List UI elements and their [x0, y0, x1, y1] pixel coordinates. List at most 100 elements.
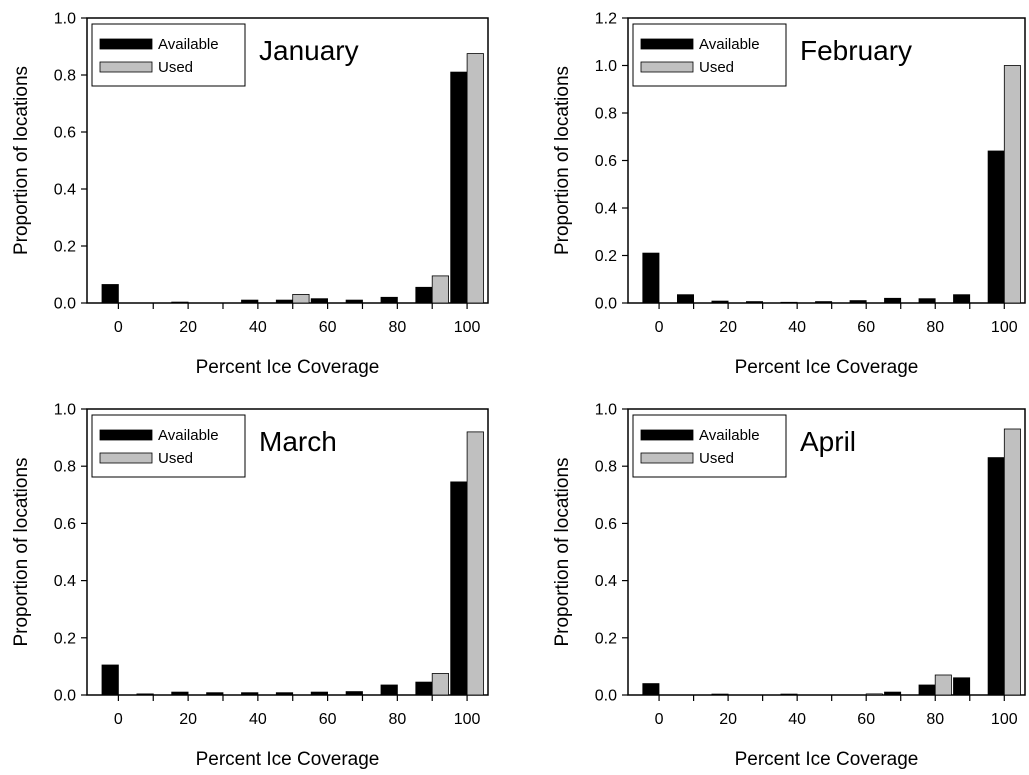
y-tick-label: 0.2 [595, 630, 617, 647]
y-tick-label: 0.8 [54, 459, 76, 476]
x-axis-label: Percent Ice Coverage [196, 357, 380, 378]
legend-label-available: Available [158, 36, 219, 53]
bar-available-30 [746, 301, 764, 304]
x-tick-label: 0 [655, 711, 664, 728]
y-tick-label: 0.6 [595, 516, 617, 533]
bar-available-20 [171, 301, 189, 304]
bar-available-50 [275, 299, 294, 304]
x-tick-label: 100 [454, 319, 481, 336]
y-tick-label: 0.0 [54, 296, 76, 313]
bar-available-30 [206, 692, 224, 696]
y-tick-label: 0.0 [595, 688, 617, 705]
bar-available-70 [345, 299, 363, 304]
y-tick-label: 0.4 [54, 573, 76, 590]
bar-available-80 [918, 684, 936, 696]
x-tick-label: 20 [719, 319, 737, 336]
bar-available-0 [101, 284, 119, 304]
y-tick-label: 0.0 [595, 296, 617, 313]
legend-swatch-available [99, 429, 153, 441]
bar-used-100 [1003, 65, 1021, 304]
month-annotation: February [800, 35, 912, 66]
bar-available-20 [711, 300, 729, 304]
plot-frame [627, 408, 1026, 696]
y-tick-label: 0.0 [54, 688, 76, 705]
bar-available-20 [171, 691, 189, 696]
bar-available-100 [450, 481, 468, 696]
bar-available-100 [987, 457, 1005, 696]
x-tick-label: 60 [857, 319, 875, 336]
y-tick-label: 1.0 [595, 402, 617, 419]
bar-used-90 [431, 673, 450, 696]
x-tick-label: 40 [788, 319, 806, 336]
y-tick-label: 0.8 [54, 68, 76, 85]
bar-available-90 [415, 681, 433, 696]
bar-available-100 [450, 71, 468, 304]
x-tick-label: 20 [719, 711, 737, 728]
legend-swatch-available [99, 38, 153, 50]
y-tick-label: 0.6 [595, 153, 617, 170]
y-tick-label: 1.2 [595, 11, 617, 28]
bar-available-100 [987, 150, 1005, 304]
y-tick-label: 0.2 [54, 630, 76, 647]
legend-swatch-used [640, 61, 694, 73]
bar-used-50 [292, 293, 310, 304]
x-tick-label: 20 [179, 711, 197, 728]
legend-label-used: Used [158, 59, 193, 76]
x-tick-label: 60 [319, 319, 337, 336]
bar-available-0 [101, 664, 119, 696]
x-tick-label: 60 [857, 711, 875, 728]
bar-available-70 [345, 691, 363, 696]
bar-available-20 [711, 693, 729, 696]
y-tick-label: 0.2 [54, 239, 76, 256]
legend-swatch-used [640, 452, 694, 464]
legend-label-available: Available [699, 36, 760, 53]
month-annotation: January [259, 35, 359, 66]
x-tick-label: 40 [249, 711, 267, 728]
bar-available-40 [241, 299, 259, 304]
y-tick-label: 0.8 [595, 459, 617, 476]
bar-available-70 [884, 297, 902, 304]
x-tick-label: 100 [991, 711, 1018, 728]
y-tick-label: 1.0 [54, 402, 76, 419]
legend-label-used: Used [158, 450, 193, 467]
y-tick-label: 0.4 [595, 201, 617, 218]
bar-available-40 [780, 301, 798, 304]
legend-label-used: Used [699, 450, 734, 467]
bar-available-60 [310, 691, 329, 696]
bar-used-60 [865, 693, 883, 696]
legend-swatch-used [99, 61, 153, 73]
y-tick-label: 0.8 [595, 106, 617, 123]
y-tick-label: 0.2 [595, 248, 617, 265]
bar-available-80 [380, 296, 398, 304]
x-tick-label: 0 [655, 319, 664, 336]
y-tick-label: 0.4 [595, 573, 617, 590]
bar-available-60 [310, 298, 329, 304]
x-tick-label: 80 [388, 711, 406, 728]
x-axis-label: Percent Ice Coverage [735, 357, 919, 378]
y-tick-label: 0.6 [54, 516, 76, 533]
x-tick-label: 80 [926, 319, 944, 336]
bar-used-100 [466, 431, 484, 696]
bar-available-80 [380, 684, 398, 696]
x-tick-label: 0 [114, 319, 123, 336]
y-axis-label: Proportion of locations [552, 457, 573, 646]
x-tick-label: 0 [114, 711, 123, 728]
x-axis-label: Percent Ice Coverage [735, 749, 919, 770]
bar-available-0 [642, 252, 660, 304]
x-axis-label: Percent Ice Coverage [196, 749, 380, 770]
bar-available-50 [815, 301, 833, 304]
y-tick-label: 0.6 [54, 125, 76, 142]
bar-available-70 [884, 691, 902, 696]
month-annotation: April [800, 426, 856, 457]
legend-swatch-available [640, 38, 694, 50]
legend-label-available: Available [699, 427, 760, 444]
bar-available-50 [275, 692, 294, 696]
x-tick-label: 100 [454, 711, 481, 728]
bar-available-40 [780, 693, 798, 696]
x-tick-label: 100 [991, 319, 1018, 336]
bar-available-10 [136, 693, 154, 696]
bar-available-0 [642, 683, 660, 696]
legend-box [91, 414, 246, 478]
y-axis-label: Proportion of locations [11, 66, 32, 255]
